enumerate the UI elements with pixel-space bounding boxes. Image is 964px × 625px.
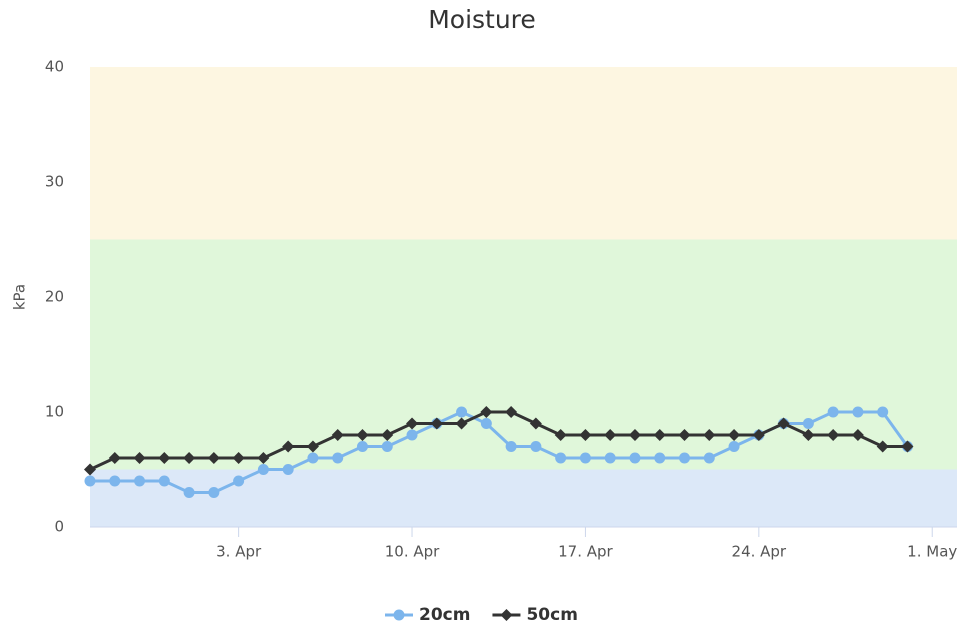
point [852,406,864,418]
point [257,464,269,475]
point [604,429,617,441]
point [505,441,517,452]
point [579,429,592,441]
point [529,417,542,430]
point [207,452,220,464]
point [208,487,220,498]
point [802,429,815,441]
point [381,441,393,452]
point [430,417,443,430]
point [406,429,418,441]
point [752,429,765,441]
legend-label: 50cm [526,605,577,625]
point [555,452,567,464]
legend-label: 20cm [419,605,470,625]
y-axis-title: kPa [11,284,29,310]
plot-band [90,239,957,470]
series-line [89,410,908,471]
point [579,452,591,464]
point [653,429,666,441]
y-tick-label: 10 [45,403,64,421]
x-tick-label: 10. Apr [385,543,440,561]
point [232,452,245,464]
point [84,463,96,476]
point [777,417,790,430]
point [530,441,542,452]
point [628,429,641,441]
point [158,452,171,464]
point [306,440,319,453]
x-tick-label: 3. Apr [216,543,262,561]
y-tick-label: 30 [45,173,64,191]
y-tick-label: 20 [45,288,64,306]
point [679,452,691,464]
point [331,429,344,441]
point [108,452,121,464]
point [851,429,864,441]
point [282,464,294,475]
point [84,475,96,487]
point [134,475,146,487]
plot-band [90,469,957,527]
point [133,452,146,464]
point [901,440,914,453]
point [183,452,196,464]
x-tick-label: 24. Apr [732,543,787,561]
point [456,406,468,418]
point [233,475,245,487]
point [604,452,616,464]
point [356,429,369,441]
point [332,452,344,464]
point [654,452,666,464]
point [703,429,716,441]
point [282,440,295,453]
point [480,406,493,418]
point [678,429,691,441]
point [728,429,741,441]
point [703,452,715,464]
legend-marker [393,609,405,621]
point [381,429,394,441]
legend-marker [500,609,513,621]
point [629,452,641,464]
y-tick-label: 0 [54,518,64,536]
point [802,418,814,429]
point [876,440,889,453]
plot-band [90,67,957,240]
x-tick-label: 1. May [907,543,957,561]
point [480,418,492,429]
chart-title: Moisture [428,5,536,34]
point [455,417,468,430]
point [827,406,839,418]
x-tick-label: 17. Apr [558,543,613,561]
point [356,441,368,452]
point [505,406,518,418]
point [183,487,195,498]
point [554,429,567,441]
y-tick-label: 40 [45,58,64,76]
point [307,452,319,464]
point [158,475,170,487]
point [877,406,889,418]
point [406,417,419,430]
point [257,452,270,464]
point [827,429,840,441]
point [728,441,740,452]
point [109,475,121,487]
